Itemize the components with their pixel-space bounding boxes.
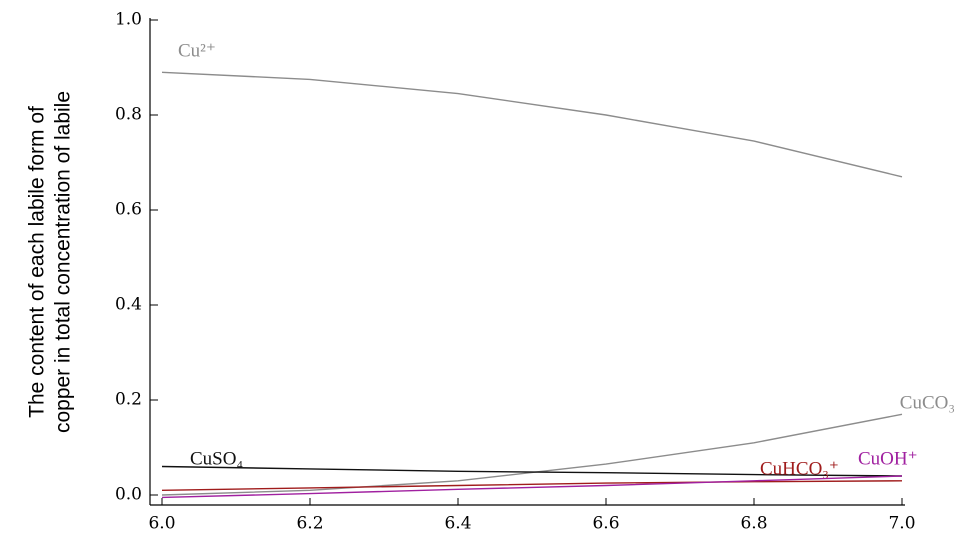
x-tick-label: 6.4 [444, 514, 471, 534]
series-label: Cu²⁺ [178, 40, 216, 61]
y-tick-label: 0.0 [115, 485, 142, 505]
series-label: CuOH⁺ [858, 448, 918, 469]
series-line [161, 480, 903, 491]
y-tick-label: 0.6 [115, 200, 142, 220]
series-label: CuCO₃ [900, 392, 955, 413]
y-axis-label: copper in total concentration of labile [52, 91, 75, 433]
y-axis-label: The content of each labile form of [26, 106, 49, 418]
series-line [161, 413, 903, 496]
y-tick-label: 1.0 [115, 10, 142, 30]
y-tick-label: 0.2 [115, 390, 142, 410]
x-tick-label: 7.0 [888, 514, 915, 534]
series-line [161, 475, 903, 499]
series-line [161, 71, 903, 178]
x-tick-label: 6.6 [592, 514, 619, 534]
series-line [161, 465, 903, 477]
x-tick-label: 6.2 [296, 514, 323, 534]
y-tick-label: 0.8 [115, 105, 142, 125]
x-tick-label: 6.8 [740, 514, 767, 534]
y-tick-label: 0.4 [115, 295, 142, 315]
series-label: CuHCO₃⁺ [760, 458, 839, 479]
series-label: CuSO₄ [190, 448, 243, 469]
x-tick-label: 6.0 [148, 514, 175, 534]
